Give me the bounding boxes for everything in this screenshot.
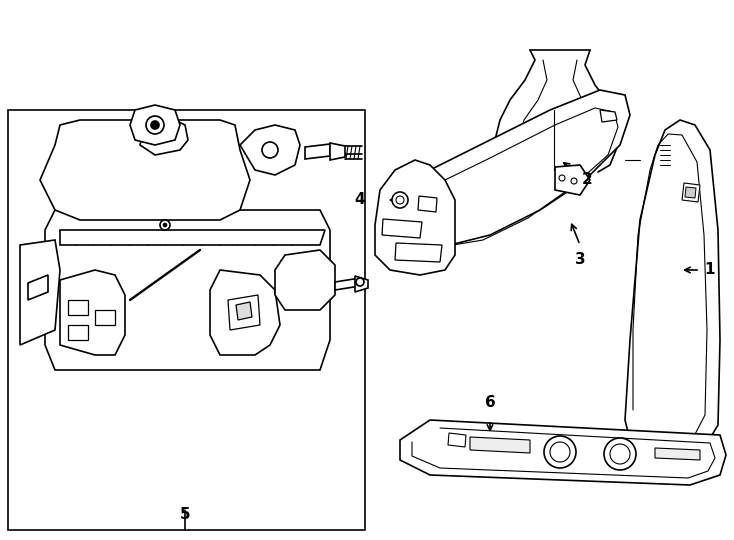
Polygon shape [40,120,250,220]
Circle shape [151,121,159,129]
Circle shape [356,278,364,286]
Polygon shape [68,325,88,340]
Polygon shape [236,302,252,320]
Polygon shape [275,250,335,310]
Polygon shape [228,295,260,330]
Text: 5: 5 [180,507,190,522]
Circle shape [163,223,167,227]
Text: 1: 1 [704,262,714,278]
Polygon shape [655,448,700,460]
Polygon shape [20,240,60,345]
Circle shape [160,220,170,230]
Polygon shape [130,105,180,145]
Polygon shape [375,160,455,275]
Polygon shape [625,120,720,465]
Polygon shape [60,270,125,355]
Polygon shape [305,144,330,159]
Circle shape [544,436,576,468]
Circle shape [571,178,577,184]
Polygon shape [555,165,590,195]
Text: 6: 6 [484,395,495,410]
Polygon shape [95,310,115,325]
Polygon shape [415,90,630,245]
Polygon shape [382,219,422,238]
Circle shape [559,175,565,181]
Circle shape [396,196,404,204]
Polygon shape [60,230,325,245]
Polygon shape [448,433,466,447]
Polygon shape [68,300,88,315]
Bar [8,110,365,530]
Polygon shape [682,183,700,202]
Circle shape [550,442,570,462]
Text: 4: 4 [355,192,365,207]
Circle shape [146,116,164,134]
Circle shape [392,192,408,208]
Polygon shape [685,187,696,198]
Polygon shape [395,243,442,262]
Text: 3: 3 [575,252,585,267]
Polygon shape [355,276,368,292]
Polygon shape [600,110,617,122]
Polygon shape [400,420,726,485]
Polygon shape [45,210,330,370]
Polygon shape [470,437,530,453]
Circle shape [604,438,636,470]
Polygon shape [210,270,280,355]
Polygon shape [418,196,437,212]
Polygon shape [330,143,345,160]
Circle shape [610,444,630,464]
Polygon shape [240,125,300,175]
Circle shape [262,142,278,158]
Text: 2: 2 [582,172,593,187]
Polygon shape [28,275,48,300]
Polygon shape [335,278,360,290]
Polygon shape [140,120,188,155]
